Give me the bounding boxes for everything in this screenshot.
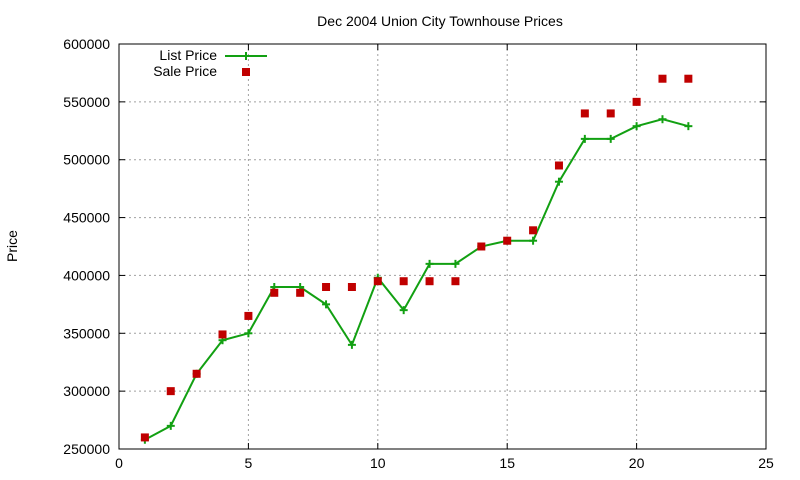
data-point-sale-price: [399, 277, 408, 286]
y-tick-label: 400000: [63, 267, 110, 283]
data-point-sale-price: [503, 236, 512, 245]
data-point-sale-price: [554, 161, 563, 170]
series-line-list-price: [144, 118, 689, 441]
data-point-list-price: [347, 340, 356, 349]
data-point-sale-price: [270, 288, 279, 297]
data-point-list-price: [244, 329, 253, 338]
data-point-list-price: [580, 134, 589, 143]
x-tick-label: 15: [499, 455, 515, 471]
data-point-list-price: [632, 122, 641, 131]
data-point-list-price: [529, 236, 538, 245]
y-tick-label: 250000: [63, 441, 110, 457]
data-point-sale-price: [322, 283, 331, 291]
data-point-sale-price: [632, 97, 641, 106]
data-point-list-price: [322, 300, 331, 309]
data-point-list-price: [166, 421, 175, 430]
data-point-sale-price: [140, 433, 149, 442]
data-point-list-price: [658, 115, 667, 124]
y-tick-label: 550000: [63, 94, 110, 110]
data-point-sale-price: [425, 277, 434, 286]
data-point-list-price: [399, 306, 408, 315]
x-tick-label: 5: [245, 455, 253, 471]
data-point-sale-price: [373, 277, 382, 286]
x-tick-label: 0: [115, 455, 123, 471]
data-point-list-price: [684, 122, 693, 131]
data-point-sale-price: [684, 74, 693, 83]
data-point-sale-price: [529, 226, 538, 235]
legend-label-list-price: List Price: [159, 47, 217, 63]
data-point-sale-price: [658, 74, 667, 83]
y-tick-label: 300000: [63, 383, 110, 399]
data-point-list-price: [554, 177, 563, 186]
data-point-sale-price: [192, 369, 201, 378]
data-point-sale-price: [347, 283, 356, 291]
legend-label-sale-price: Sale Price: [153, 63, 217, 79]
chart-title: Dec 2004 Union City Townhouse Prices: [317, 13, 563, 29]
y-tick-label: 350000: [63, 325, 110, 341]
legend-swatch-sale-price: [242, 68, 250, 76]
data-series: [140, 74, 693, 444]
data-point-sale-price: [451, 277, 460, 286]
legend-marker-list-price: [242, 52, 250, 60]
data-point-sale-price: [166, 387, 175, 396]
grid-lines: [119, 44, 766, 449]
axis-ticks: 0 5 10 15 20 25 250000 300000 350000 400000 450000…: [63, 36, 774, 471]
data-point-list-price: [451, 259, 460, 268]
legend: List Price Sale Price: [153, 47, 267, 79]
data-point-sale-price: [477, 242, 486, 251]
data-point-sale-price: [580, 109, 589, 118]
y-tick-label: 450000: [63, 210, 110, 226]
plot-frame: [118, 43, 767, 450]
data-point-sale-price: [296, 288, 305, 297]
y-tick-label: 500000: [63, 152, 110, 168]
data-point-sale-price: [218, 330, 227, 339]
y-axis-label: Price: [4, 230, 20, 262]
x-tick-label: 25: [758, 455, 774, 471]
data-point-list-price: [425, 259, 434, 268]
data-point-sale-price: [244, 311, 253, 320]
x-tick-label: 10: [370, 455, 386, 471]
data-point-list-price: [606, 134, 615, 143]
data-point-sale-price: [606, 109, 615, 118]
y-tick-label: 600000: [63, 36, 110, 52]
x-tick-label: 20: [629, 455, 645, 471]
